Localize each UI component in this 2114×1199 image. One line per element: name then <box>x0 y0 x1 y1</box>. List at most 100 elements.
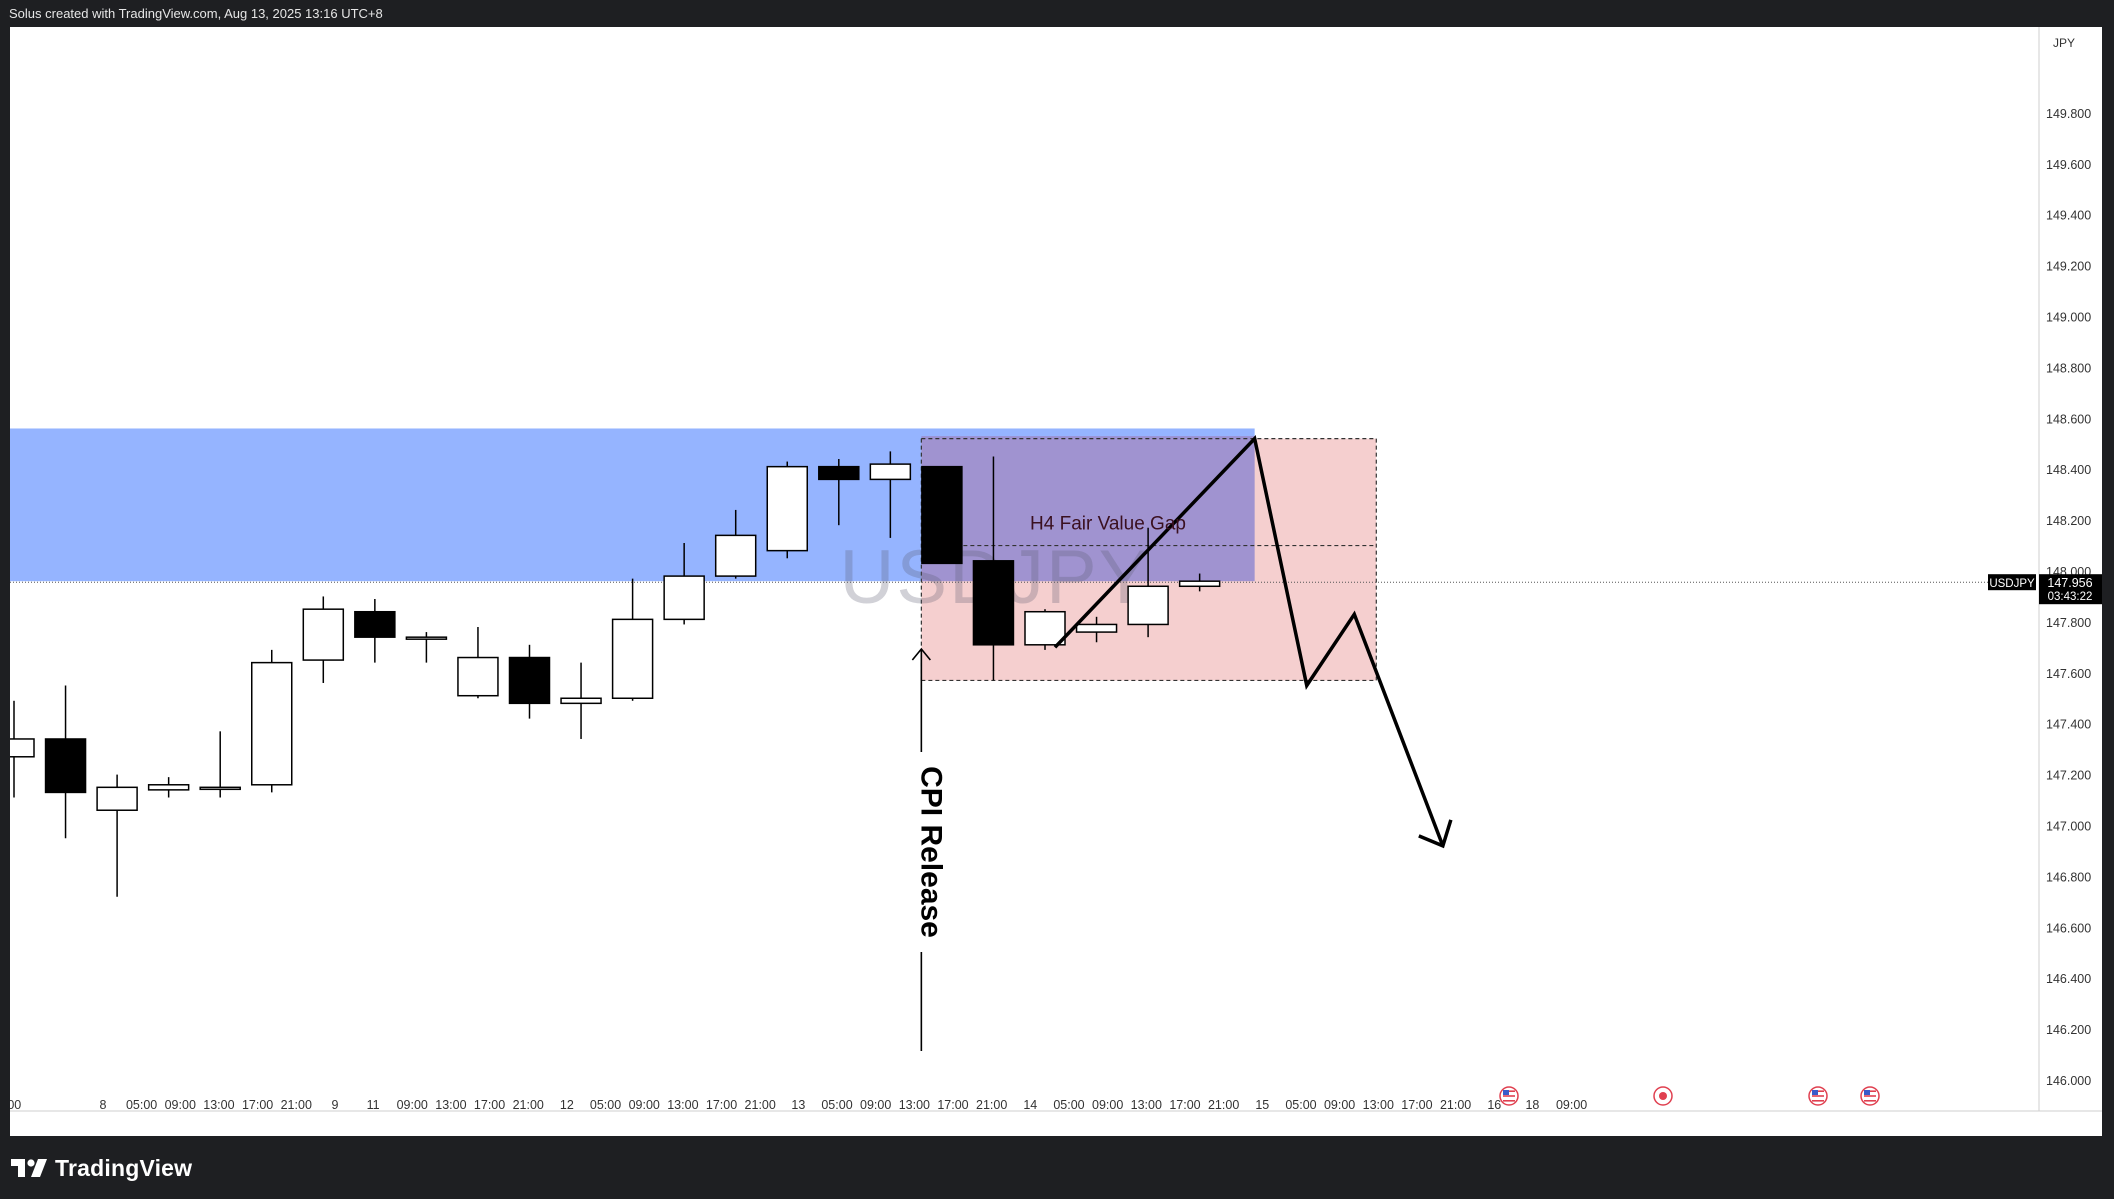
time-tick-label: 09:00 <box>165 1098 196 1112</box>
candle[interactable] <box>251 649 293 793</box>
candle[interactable] <box>1024 609 1066 650</box>
time-tick-label: 05:00 <box>590 1098 621 1112</box>
top-bar: Solus created with TradingView.com, Aug … <box>0 0 2114 27</box>
candle[interactable] <box>508 644 551 719</box>
candle[interactable] <box>96 774 138 897</box>
candle[interactable] <box>10 700 35 798</box>
last-price-tag <box>2039 574 2102 605</box>
price-tick-label: 146.600 <box>2046 921 2091 935</box>
price-tick-label: 147.000 <box>2046 820 2091 834</box>
currency-label: JPY <box>2053 36 2075 50</box>
candle[interactable] <box>818 459 860 526</box>
projection-path[interactable] <box>1053 435 1445 847</box>
target-icon[interactable] <box>1653 1086 1673 1106</box>
chart-svg[interactable]: USDJPY H4 Fair Value Gap CPI Release JPY 1… <box>10 27 2102 1136</box>
candle[interactable] <box>147 777 190 798</box>
chart-frame[interactable]: USDJPY H4 Fair Value Gap CPI Release JPY 1… <box>10 27 2102 1136</box>
us-flag-icon[interactable] <box>1860 1086 1880 1106</box>
price-tick-label: 149.400 <box>2046 209 2091 223</box>
time-tick-label: 15 <box>1255 1098 1269 1112</box>
candle[interactable] <box>1178 573 1221 592</box>
time-tick-label: 14 <box>1023 1098 1037 1112</box>
candle-body <box>1075 623 1118 633</box>
candle[interactable] <box>44 685 87 839</box>
price-tick-label: 149.800 <box>2046 107 2091 121</box>
price-tick-label: 147.800 <box>2046 616 2091 630</box>
candle[interactable] <box>457 626 499 699</box>
time-tick-label: 11 <box>367 1098 380 1112</box>
time-tick-label: 13:00 <box>667 1098 698 1112</box>
price-tick-label: 149.600 <box>2046 158 2091 172</box>
time-tick-label: 17:00 <box>706 1098 737 1112</box>
candle[interactable] <box>663 543 705 625</box>
price-tick-label: 146.000 <box>2046 1074 2091 1088</box>
candle[interactable] <box>972 456 1015 681</box>
candle[interactable] <box>766 461 808 559</box>
candle-body <box>199 786 241 791</box>
candle[interactable] <box>869 451 912 538</box>
time-tick-label: 05:00 <box>126 1098 157 1112</box>
candle[interactable] <box>560 662 602 739</box>
time-tick-label: :00 <box>10 1098 21 1112</box>
time-tick-label: 16 <box>1487 1098 1501 1112</box>
tradingview-logo[interactable]: TradingView <box>11 1154 192 1182</box>
time-tick-label: 09:00 <box>1324 1098 1355 1112</box>
candle-body <box>921 465 963 565</box>
price-tick-label: 148.200 <box>2046 514 2091 528</box>
candle-body <box>96 786 138 811</box>
candle[interactable] <box>405 632 448 663</box>
candle-countdown-label: 03:43:22 <box>2048 591 2093 603</box>
cpi-label: CPI Release <box>914 766 947 938</box>
flag-canton <box>1503 1090 1509 1095</box>
time-tick-label: 09:00 <box>1556 1098 1587 1112</box>
candle[interactable] <box>714 509 757 579</box>
time-tick-label: 09:00 <box>397 1098 428 1112</box>
time-tick-label: 09:00 <box>1092 1098 1123 1112</box>
candle[interactable] <box>354 598 396 663</box>
price-tick-label: 148.800 <box>2046 361 2091 375</box>
time-tick-label: 05:00 <box>1285 1098 1316 1112</box>
candle[interactable] <box>1075 616 1118 643</box>
candle-body <box>251 661 293 786</box>
candle-body <box>302 608 345 661</box>
candle-body <box>1024 610 1066 646</box>
time-tick-label: 8 <box>99 1098 106 1112</box>
time-tick-label: 13:00 <box>1363 1098 1394 1112</box>
candle-body <box>405 636 448 640</box>
time-tick-label: 17:00 <box>242 1098 273 1112</box>
candle-body <box>663 575 705 621</box>
price-tick-label: 149.200 <box>2046 260 2091 274</box>
time-tick-label: 09:00 <box>629 1098 660 1112</box>
flag-canton <box>1812 1090 1818 1095</box>
candle-body <box>44 738 87 794</box>
candle[interactable] <box>921 465 963 565</box>
candle-body <box>818 465 860 481</box>
price-tick-label: 146.800 <box>2046 870 2091 884</box>
time-tick-label: 13:00 <box>435 1098 466 1112</box>
candle[interactable] <box>199 731 241 798</box>
time-tick-label: 09:00 <box>860 1098 891 1112</box>
tradingview-logo-icon <box>11 1159 47 1177</box>
last-price-label: 147.956 <box>2047 576 2092 590</box>
price-tick-label: 147.600 <box>2046 667 2091 681</box>
candle[interactable] <box>1127 527 1169 638</box>
candle-body <box>508 656 551 705</box>
tradingview-logo-text: TradingView <box>55 1154 193 1181</box>
price-tick-label: 148.400 <box>2046 463 2091 477</box>
fvg-label: H4 Fair Value Gap <box>1030 514 1186 535</box>
candle-body <box>147 784 190 791</box>
price-tick-label: 147.200 <box>2046 769 2091 783</box>
us-flag-icon[interactable] <box>1499 1086 1519 1106</box>
candle[interactable] <box>302 596 345 683</box>
time-tick-label: 13:00 <box>203 1098 234 1112</box>
us-flag-icon[interactable] <box>1808 1086 1828 1106</box>
time-tick-label: 12 <box>560 1098 574 1112</box>
fvg-zone[interactable] <box>921 436 1255 582</box>
candle-body <box>869 463 912 481</box>
cpi-arrowhead <box>911 647 931 661</box>
time-tick-label: 21:00 <box>745 1098 776 1112</box>
candle[interactable] <box>611 578 654 701</box>
candle-body <box>714 534 757 577</box>
candle-body <box>354 610 396 638</box>
price-tick-label: 146.200 <box>2046 1023 2091 1037</box>
